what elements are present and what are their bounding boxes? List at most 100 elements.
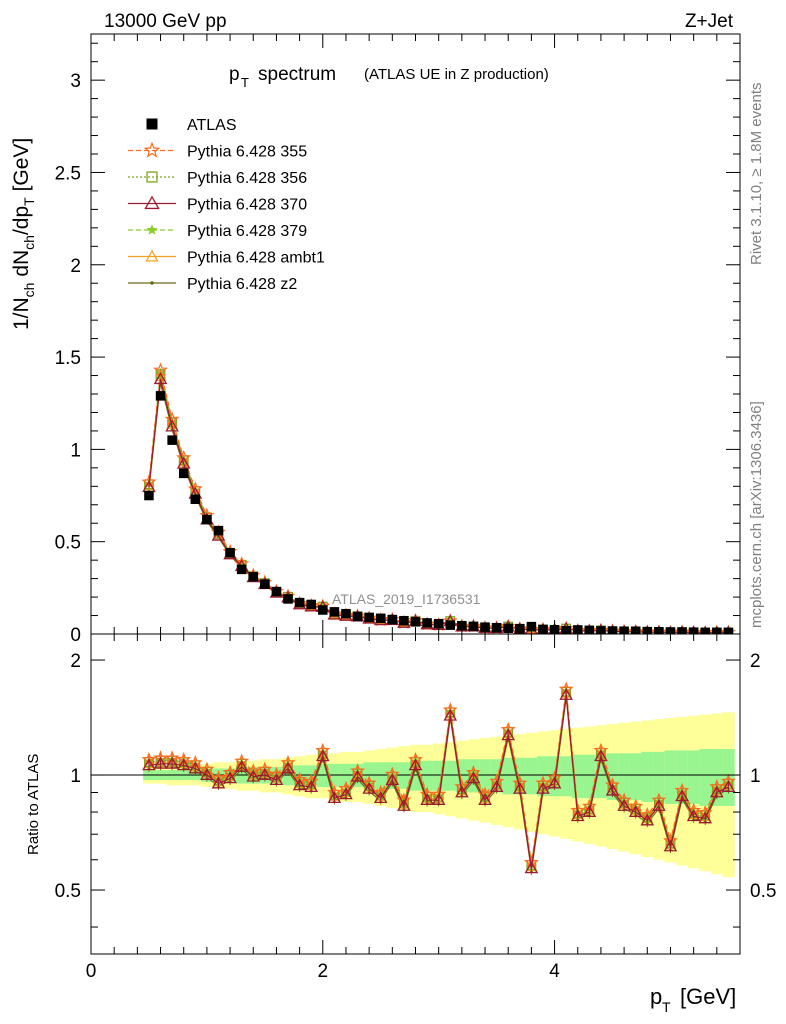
ratio-point-p370	[617, 798, 631, 811]
plot-subtitle: (ATLAS UE in Z production)	[364, 66, 549, 83]
point-p370	[153, 372, 168, 385]
svg-text:[GeV]: [GeV]	[680, 984, 736, 1009]
ratio-point-p370	[594, 749, 608, 762]
ratio-ylabel: Ratio to ATLAS	[25, 754, 42, 855]
point-atlas	[375, 613, 386, 624]
point-atlas	[399, 615, 409, 626]
point-atlas	[318, 605, 328, 615]
ratio-point-p370	[258, 768, 272, 780]
band-green	[583, 754, 596, 799]
ratio-point-p370	[570, 809, 585, 822]
legend-marker-ambt1	[145, 249, 159, 262]
band-green	[618, 753, 631, 801]
top-ytick-label: 2	[70, 256, 81, 277]
ratio-series-layer	[141, 681, 736, 875]
point-p355	[176, 449, 192, 465]
legend-marker-p355	[143, 141, 161, 158]
point-atlas	[491, 622, 502, 633]
ratio-point-p370	[455, 785, 469, 798]
ratio-point-p370	[698, 811, 713, 824]
plot-title: p T spectrum (ATLAS UE in Z production)	[229, 64, 549, 90]
top-ytick-label: 2.5	[55, 163, 81, 184]
top-ytick-label: 1.5	[55, 348, 81, 369]
ratio-point-p370	[292, 778, 307, 791]
point-atlas	[630, 626, 641, 634]
plot-title-sub: T	[241, 75, 249, 90]
ratio-point-p370	[628, 805, 643, 817]
ratio-ytick-label-right: 2	[750, 651, 761, 672]
point-atlas	[213, 525, 224, 536]
ratio-point-p370	[373, 791, 388, 804]
band-green	[629, 753, 642, 801]
point-atlas	[283, 594, 293, 604]
band-green	[687, 750, 700, 804]
svg-text:T: T	[662, 999, 671, 1015]
point-atlas	[260, 579, 270, 589]
ratio-point-p370	[547, 776, 562, 789]
ratio-point-p370	[165, 756, 179, 769]
point-atlas	[306, 599, 316, 610]
band-green	[653, 751, 666, 802]
ratio-point-p370	[397, 798, 411, 811]
band-green	[525, 757, 538, 795]
ratio-point-p370	[327, 791, 342, 804]
ratio-point-p370	[663, 839, 678, 852]
point-atlas	[248, 572, 258, 582]
point-atlas	[329, 607, 340, 617]
legend-label-p370: Pythia 6.428 370	[187, 197, 307, 214]
ratio-point-p370	[304, 780, 319, 792]
ratio-point-p370	[200, 768, 214, 780]
point-atlas	[677, 627, 687, 634]
point-atlas	[468, 621, 479, 632]
ratio-ytick-label-left: 0.5	[55, 881, 81, 902]
ratio-point-p370	[350, 769, 365, 782]
point-atlas	[433, 618, 444, 629]
ratio-point-p370	[501, 728, 516, 741]
ratio-point-p370	[512, 781, 527, 794]
ratio-point-p370	[524, 861, 539, 874]
ratio-ytick-label-right: 1	[750, 766, 761, 787]
ratio-point-p370	[466, 771, 481, 784]
band-green	[374, 762, 388, 789]
point-atlas	[515, 623, 525, 634]
ratio-point-p370	[710, 785, 724, 798]
legend-marker-p370	[144, 195, 160, 210]
xtick-label: 2	[317, 961, 328, 982]
ratio-point-p370	[385, 773, 400, 786]
ratio-point-p370	[234, 759, 249, 772]
point-atlas	[607, 626, 618, 634]
point-atlas	[723, 627, 734, 634]
ratio-uncertainty-bands	[91, 712, 740, 878]
point-atlas	[155, 391, 166, 401]
point-atlas	[202, 514, 212, 525]
point-atlas	[144, 490, 154, 501]
point-atlas	[445, 620, 456, 630]
band-green	[479, 759, 492, 793]
ratio-point-p370	[675, 789, 689, 802]
point-atlas	[364, 612, 374, 623]
axes-layer: 0 0.5 1 1.5 2 2.5 3 0.5 0.5 1 1 2 2 0 2 4	[55, 33, 776, 982]
xtick-label: 4	[549, 961, 560, 982]
mcplots-label: mcplots.cern.ch [arXiv:1306.3436]	[748, 401, 765, 628]
point-atlas	[271, 586, 282, 597]
point-atlas	[700, 627, 710, 634]
band-green	[641, 751, 654, 802]
ratio-point-p370	[142, 758, 156, 771]
legend-label-z2: Pythia 6.428 z2	[187, 276, 297, 293]
legend-label-ambt1: Pythia 6.428 ambt1	[187, 250, 325, 267]
point-p370	[176, 456, 191, 469]
point-atlas	[294, 597, 305, 608]
plot-title-rest: spectrum	[258, 64, 336, 85]
ratio-ytick-label-right: 0.5	[750, 881, 776, 902]
ratio-ytick-label-left: 1	[70, 766, 81, 787]
ratio-ytick-label-left: 2	[70, 651, 81, 672]
ratio-point-p370	[443, 708, 458, 721]
ratio-point-p370	[686, 809, 701, 822]
ratio-point-p370	[281, 761, 295, 774]
band-green	[699, 748, 712, 806]
ratio-point-p370	[246, 769, 261, 782]
point-atlas	[654, 627, 664, 634]
point-atlas	[387, 614, 398, 625]
process-label: Z+Jet	[685, 11, 734, 32]
